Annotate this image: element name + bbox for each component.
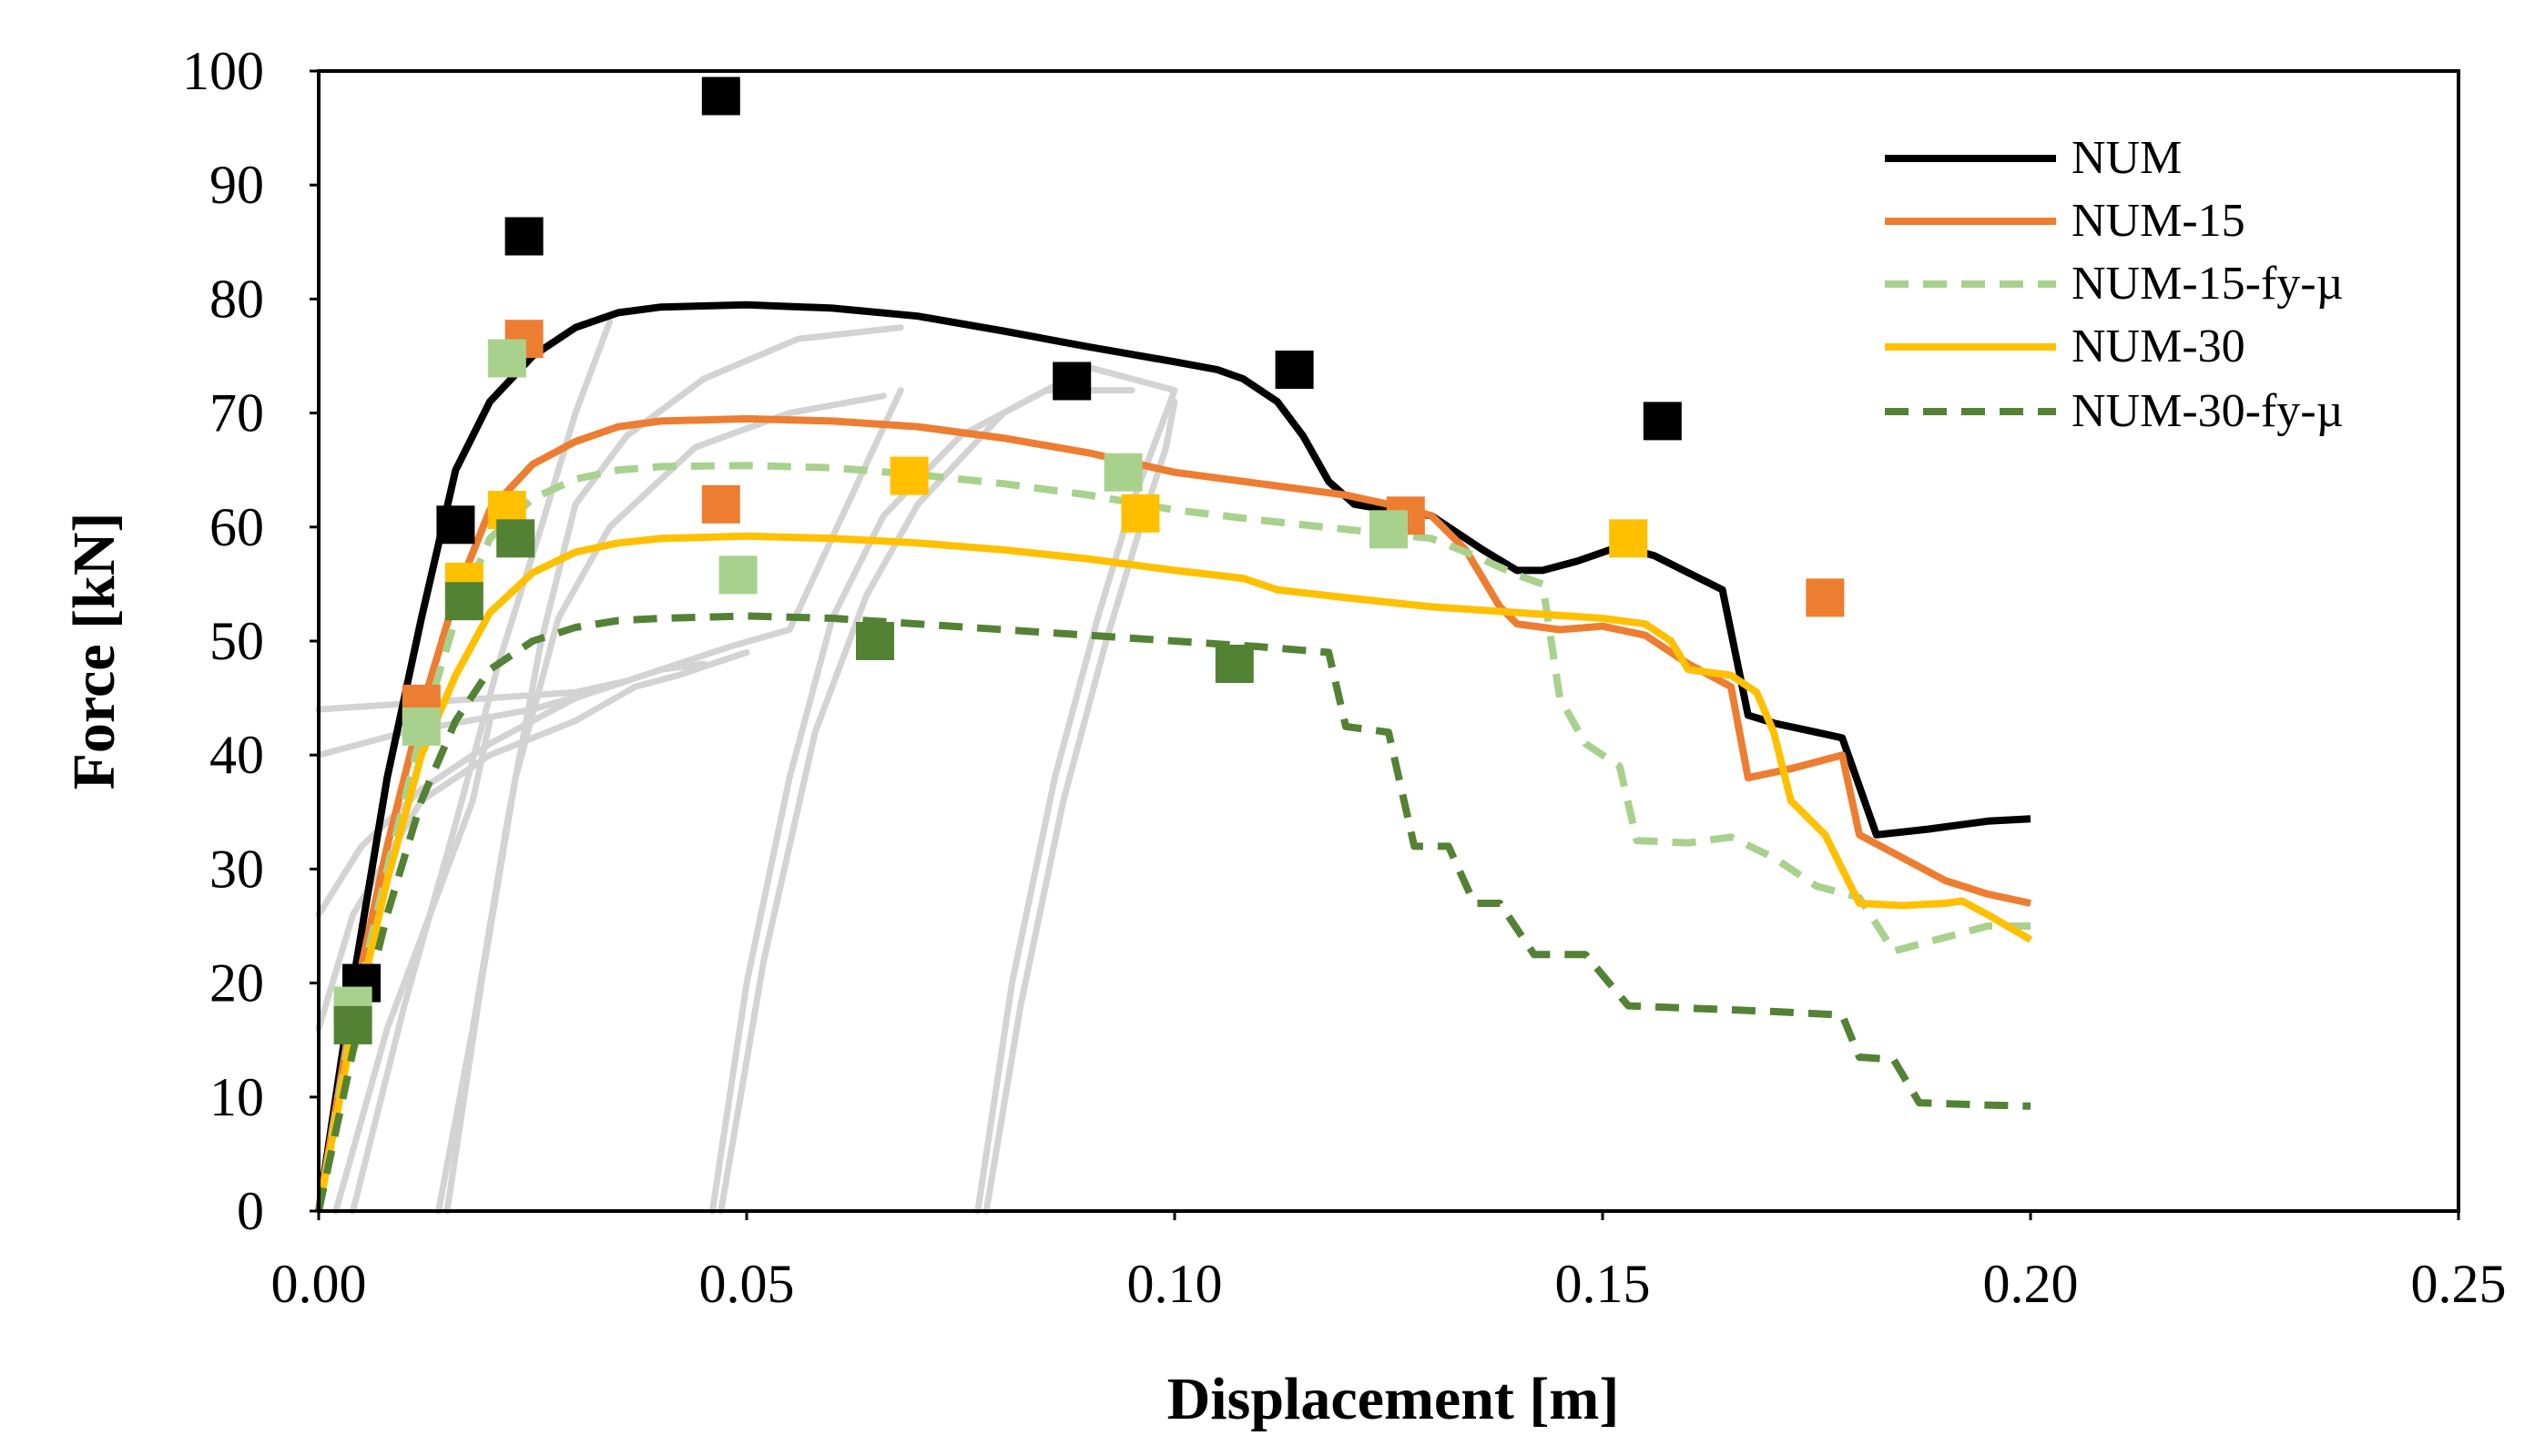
series-line-num-30-fy [315,612,2031,1212]
x-tick-label: 0.00 [271,1254,367,1314]
y-tick-label: 100 [182,41,264,101]
marker-2-1 [402,707,441,746]
legend-item: NUM-30 [1885,321,2245,372]
series-line-num [315,300,2031,1212]
marker-1-2 [701,484,740,524]
legend-item: NUM-30-fy-µ [1885,385,2344,437]
legend: NUM NUM-15 NUM-15-fy-µ NUM-30 NUM-30-fy-… [1885,132,2344,437]
y-tick-label: 50 [209,611,264,671]
legend-label-num-15-fy-mu: NUM-15-fy-µ [2072,258,2344,310]
marker-0-4 [1053,361,1092,401]
grey-cycle-0 [315,649,750,1033]
x-tick-label: 0.05 [699,1254,795,1314]
y-tick-label: 20 [209,953,264,1013]
marker-4-3 [856,622,894,660]
grey-cycle-11 [982,398,1178,1215]
marker-3-2 [890,456,929,495]
axis-ticks: 0.00 0.05 0.10 0.15 0.20 0.25 0 10 20 30 40 50 60 70 8… [182,41,2507,1314]
marker-4-4 [1215,645,1254,683]
marker-4-0 [333,1005,372,1044]
y-tick-label: 40 [209,725,264,785]
grey-cycle-10 [974,387,1178,1215]
x-tick-label: 0.25 [2411,1254,2507,1314]
y-tick-label: 80 [209,269,264,329]
marker-points [333,76,1845,1044]
marker-3-3 [1121,494,1160,533]
y-tick-label: 0 [237,1181,264,1241]
marker-2-2 [487,339,526,378]
marker-0-3 [701,76,740,116]
series-line-num-30 [315,532,2033,1212]
x-tick-label: 0.20 [1983,1254,2079,1314]
legend-label-num-30: NUM-30 [2072,321,2245,372]
y-tick-label: 30 [209,839,264,899]
y-tick-label: 70 [209,383,264,443]
marker-1-4 [1806,578,1845,617]
marker-2-5 [1369,510,1408,549]
marker-2-4 [1104,453,1143,492]
marker-4-2 [496,519,535,558]
x-axis-title: Displacement [m] [1167,1366,1620,1432]
legend-item: NUM [1885,132,2182,184]
marker-4-1 [444,582,484,621]
marker-2-3 [718,555,758,595]
series-lines [315,300,2033,1212]
legend-label-num-30-fy-mu: NUM-30-fy-µ [2072,385,2344,437]
legend-item: NUM-15-fy-µ [1885,258,2344,310]
marker-3-4 [1609,519,1648,558]
x-tick-label: 0.10 [1127,1254,1223,1314]
legend-label-num: NUM [2072,132,2182,184]
y-tick-label: 60 [209,497,264,557]
marker-0-2 [504,217,544,256]
x-tick-label: 0.15 [1555,1254,1651,1314]
marker-0-5 [1275,351,1314,389]
series-line-num-15 [315,414,2031,1212]
legend-label-num-15: NUM-15 [2072,195,2245,247]
grey-cycle-2 [315,660,708,759]
y-tick-label: 10 [209,1067,264,1127]
y-tick-label: 90 [209,155,264,215]
marker-0-1 [436,505,475,545]
y-axis-title: Force [kN] [61,513,127,790]
marker-0-6 [1643,402,1682,441]
legend-item: NUM-15 [1885,195,2245,247]
